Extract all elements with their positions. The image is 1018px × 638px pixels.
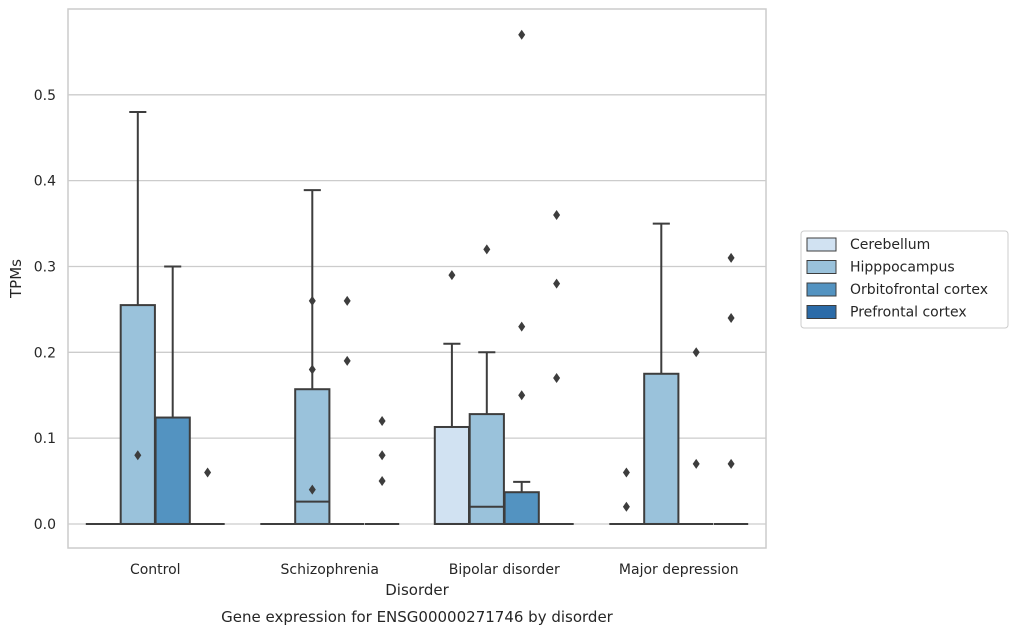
- box-body: [119, 304, 156, 525]
- outlier-point: [134, 450, 142, 461]
- box-hipppocampus: [468, 244, 505, 525]
- box-body: [643, 372, 680, 525]
- outlier-point: [727, 312, 735, 323]
- outlier-point: [727, 252, 735, 263]
- box-orbitofrontal-cortex: [679, 347, 714, 525]
- outlier-point: [553, 373, 561, 384]
- box-body: [154, 416, 191, 525]
- box-body: [468, 413, 505, 525]
- outlier-point: [343, 295, 351, 306]
- outlier-point: [378, 415, 386, 426]
- outlier-point: [518, 390, 526, 401]
- box-orbitofrontal-cortex: [154, 265, 191, 525]
- box-hipppocampus: [119, 110, 156, 525]
- y-tick-label: 0.0: [34, 517, 56, 533]
- x-tick-label: Control: [130, 562, 181, 578]
- legend-frame: [800, 230, 1009, 329]
- plot-frame: [67, 8, 767, 549]
- legend-swatch: [806, 260, 837, 274]
- outlier-point: [483, 244, 491, 255]
- outlier-point: [622, 501, 630, 512]
- outlier-point: [622, 467, 630, 478]
- outlier-point: [378, 450, 386, 461]
- legend-swatch: [806, 305, 837, 319]
- outlier-point: [308, 295, 316, 306]
- box-hipppocampus: [294, 189, 331, 525]
- y-tick-label: 0.1: [34, 431, 56, 447]
- box-orbitofrontal-cortex: [330, 295, 365, 525]
- legend-label: Prefrontal cortex: [850, 305, 967, 321]
- outlier-point: [553, 278, 561, 289]
- box-prefrontal-cortex: [713, 252, 749, 525]
- outlier-point: [727, 458, 735, 469]
- x-tick-labels: Control Schizophrenia Bipolar disorder Majo…: [130, 562, 739, 578]
- y-tick-labels: 0.0 0.1 0.2 0.3 0.4 0.5: [34, 88, 56, 533]
- outlier-point: [308, 364, 316, 375]
- legend-label: Hipppocampus: [850, 260, 955, 276]
- box-orbitofrontal-cortex: [503, 29, 540, 525]
- legend: Cerebellum Hipppocampus Orbitofrontal cort…: [800, 230, 1009, 329]
- box-cerebellum: [609, 467, 644, 525]
- chart-caption: Gene expression for ENSG00000271746 by d…: [221, 608, 614, 626]
- outlier-point: [518, 321, 526, 332]
- x-tick-label: Bipolar disorder: [449, 562, 560, 578]
- outlier-point: [343, 355, 351, 366]
- box-cerebellum: [433, 270, 471, 525]
- outlier-point: [204, 467, 212, 478]
- box-hipppocampus: [643, 222, 680, 525]
- box-body: [294, 388, 331, 525]
- box-prefrontal-cortex: [364, 415, 400, 525]
- legend-swatch: [806, 237, 837, 252]
- outlier-point: [378, 476, 386, 487]
- y-tick-label: 0.4: [34, 174, 56, 190]
- y-tick-label: 0.5: [34, 88, 56, 104]
- outlier-point: [553, 209, 561, 220]
- x-tick-label: Schizophrenia: [281, 562, 379, 578]
- outlier-point: [448, 270, 456, 281]
- box-series: [85, 29, 749, 525]
- x-tick-label: Major depression: [619, 562, 739, 578]
- y-tick-label: 0.3: [34, 259, 56, 275]
- outlier-point: [692, 458, 700, 469]
- box-body: [433, 425, 471, 525]
- x-axis-label: Disorder: [385, 581, 449, 599]
- outlier-point: [692, 347, 700, 358]
- outlier-point: [308, 484, 316, 495]
- box-body: [503, 491, 540, 525]
- legend-label: Orbitofrontal cortex: [850, 282, 988, 298]
- outlier-point: [518, 29, 526, 40]
- box-prefrontal-cortex: [190, 467, 225, 525]
- legend-swatch: [806, 282, 837, 297]
- legend-label: Cerebellum: [850, 237, 930, 253]
- y-tick-label: 0.2: [34, 345, 56, 361]
- box-prefrontal-cortex: [539, 209, 574, 525]
- y-axis-label: TPMs: [7, 259, 25, 299]
